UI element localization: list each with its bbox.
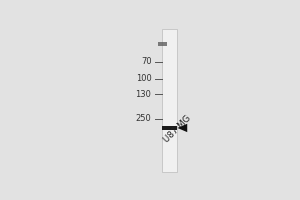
Text: 130: 130 [136, 90, 152, 99]
Text: U87 MG: U87 MG [163, 114, 193, 145]
Bar [162, 126, 177, 130]
Bar [162, 29, 177, 172]
Polygon shape [178, 124, 187, 132]
Bar [158, 42, 167, 46]
Text: 70: 70 [141, 57, 152, 66]
Text: 250: 250 [136, 114, 152, 123]
Text: 100: 100 [136, 74, 152, 83]
